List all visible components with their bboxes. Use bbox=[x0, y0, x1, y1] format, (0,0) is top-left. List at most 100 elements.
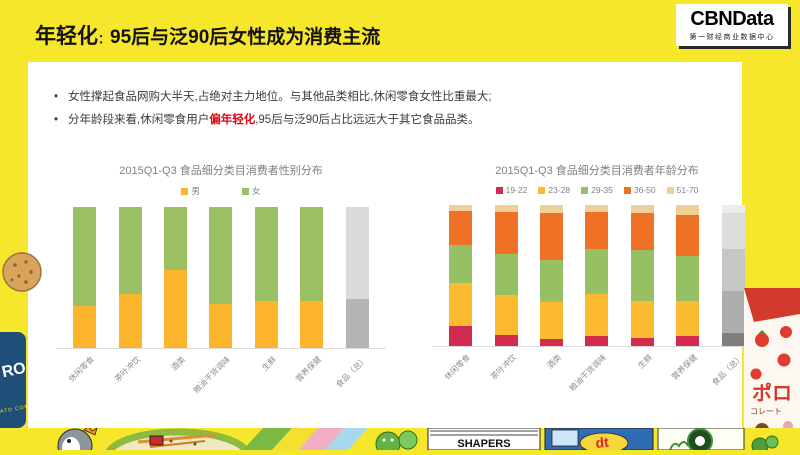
x-axis-tick: 粮油干货调味 bbox=[192, 349, 232, 407]
bullet-item: • 女性撑起食品网购大半天,占绝对主力地位。与其他品类相比,休闲零食女性比重最大; bbox=[54, 86, 492, 109]
jar-label: RO bbox=[0, 359, 26, 382]
cbndata-logo: CBNData 第一财经商业数据中心 bbox=[676, 4, 788, 46]
bar-segment bbox=[494, 295, 518, 335]
chart-title: 2015Q1-Q3 食品细分类目消费者年龄分布 bbox=[495, 165, 699, 177]
chart-legend: 男女 bbox=[56, 185, 386, 197]
page-title: 年轻化：95后与泛90后女性成为消费主流 bbox=[35, 20, 380, 50]
bar-segment bbox=[345, 298, 369, 348]
bar-segment bbox=[254, 301, 278, 348]
page-title-colon: ： bbox=[98, 32, 111, 46]
legend-swatch bbox=[538, 186, 546, 194]
chart-title: 2015Q1-Q3 食品细分类目消费者性别分布 bbox=[119, 165, 323, 177]
chart-legend: 19-22 23-28 29-35 36-50 51-70 bbox=[432, 185, 762, 195]
stacked-bar bbox=[494, 205, 518, 346]
legend-item: 男 bbox=[181, 185, 200, 197]
wreath-packet-doodle bbox=[657, 427, 745, 454]
bullet-text: 女性撑起食品网购大半天,占绝对主力地位。与其他品类相比,休闲零食女性比重最大; bbox=[68, 91, 492, 103]
x-axis-tick: 营养保健 bbox=[670, 347, 699, 405]
bar-segment bbox=[73, 305, 97, 348]
bar-segment bbox=[73, 207, 97, 306]
x-axis-label: 生鲜 bbox=[636, 352, 654, 371]
x-axis-tick: 营养保健 bbox=[294, 349, 323, 407]
logo-subtitle: 第一财经商业数据中心 bbox=[689, 33, 775, 41]
chart-x-axis: 休闲零食 茶叶冲饮 酒类 粮油干货调味 生鲜 营养保健 食品（总） bbox=[432, 347, 762, 405]
stacked-bar bbox=[164, 207, 188, 348]
bar-segment bbox=[676, 255, 700, 301]
stacked-bar bbox=[630, 205, 654, 346]
x-axis-label: 休闲零食 bbox=[67, 354, 97, 384]
stacked-bar bbox=[540, 205, 564, 346]
bar-segment bbox=[118, 207, 142, 295]
x-axis-label: 生鲜 bbox=[260, 354, 278, 373]
stripe-wrapper-doodle bbox=[243, 428, 368, 450]
strawberry-box-illustration: ポロ コレート bbox=[744, 288, 800, 450]
stacked-bar bbox=[676, 205, 700, 346]
x-axis-tick: 粮油干货调味 bbox=[568, 347, 608, 405]
x-axis-tick: 生鲜 bbox=[255, 349, 278, 407]
x-axis-tick: 茶叶冲饮 bbox=[489, 347, 518, 405]
bullet-text: 分年龄段来看,休闲零食用户 bbox=[68, 114, 210, 126]
legend-label: 男 bbox=[191, 186, 200, 196]
strawberry-box-sublabel: コレート bbox=[750, 407, 782, 416]
x-axis-label: 酒类 bbox=[545, 352, 564, 371]
veggie-doodle bbox=[375, 430, 418, 455]
bar-segment bbox=[676, 300, 700, 337]
legend-label: 23-28 bbox=[548, 185, 571, 195]
content-panel: • 女性撑起食品网购大半天,占绝对主力地位。与其他品类相比,休闲零食女性比重最大;… bbox=[28, 62, 762, 428]
legend-swatch bbox=[581, 186, 589, 194]
bar-segment bbox=[721, 333, 745, 346]
bar-segment bbox=[494, 212, 518, 255]
bar-segment bbox=[345, 207, 369, 299]
x-axis-tick: 酒类 bbox=[540, 347, 563, 405]
x-axis-tick: 酒类 bbox=[164, 349, 187, 407]
bar-segment bbox=[494, 254, 518, 296]
bar-segment bbox=[540, 338, 564, 346]
x-axis-label: 食品（总） bbox=[710, 352, 745, 388]
legend-label: 51-70 bbox=[676, 185, 699, 195]
x-axis-label: 营养保健 bbox=[670, 352, 700, 382]
bar-segment bbox=[540, 205, 564, 214]
x-axis-label: 休闲零食 bbox=[443, 352, 473, 382]
legend-label: 29-35 bbox=[591, 185, 613, 195]
legend-item: 29-35 bbox=[581, 185, 613, 195]
bar-segment bbox=[494, 334, 518, 346]
bar-segment bbox=[209, 207, 233, 305]
bar-segment bbox=[585, 248, 609, 294]
bar-segment bbox=[300, 301, 324, 348]
bar-segment bbox=[540, 213, 564, 260]
bar-segment bbox=[630, 337, 654, 346]
bullet-dot: • bbox=[54, 114, 59, 126]
legend-swatch bbox=[242, 187, 249, 195]
bar-segment bbox=[676, 214, 700, 256]
stacked-bar bbox=[118, 207, 142, 348]
stacked-bar bbox=[585, 205, 609, 346]
legend-label: 19-22 bbox=[505, 185, 528, 195]
legend-item: 19-22 bbox=[495, 185, 528, 195]
bar-segment bbox=[630, 250, 654, 301]
bar-segment bbox=[449, 210, 473, 245]
bullet-item: • 分年龄段来看,休闲零食用户偏年轻化,95后与泛90后占比远远大于其它食品品类。 bbox=[54, 109, 492, 132]
x-axis-tick: 食品（总） bbox=[710, 347, 745, 405]
bullet-text: ,95后与泛90后占比远远大于其它食品品类。 bbox=[255, 114, 480, 126]
x-axis-label: 粮油干货调味 bbox=[568, 352, 609, 394]
stacked-bar bbox=[73, 207, 97, 348]
bar-segment bbox=[118, 294, 142, 348]
shapers-packet-label: SHAPERS bbox=[457, 438, 510, 450]
bar-segment bbox=[676, 336, 700, 346]
bar-segment bbox=[721, 205, 745, 214]
legend-swatch bbox=[623, 186, 631, 194]
x-axis-label: 酒类 bbox=[169, 354, 188, 373]
strawberry-box-label: ポロ bbox=[752, 381, 792, 405]
logo-wordmark: CBNData bbox=[690, 7, 774, 30]
chart-plot-area bbox=[56, 207, 386, 349]
bullet-dot: • bbox=[54, 91, 59, 103]
bar-segment bbox=[254, 207, 278, 302]
noodle-bowl-doodle bbox=[104, 428, 252, 455]
chart-plot-area bbox=[432, 205, 762, 347]
bar-segment bbox=[449, 282, 473, 327]
bar-segment bbox=[164, 207, 188, 271]
stacked-bar bbox=[254, 207, 278, 348]
legend-swatch bbox=[181, 187, 189, 195]
bar-segment bbox=[721, 291, 745, 334]
